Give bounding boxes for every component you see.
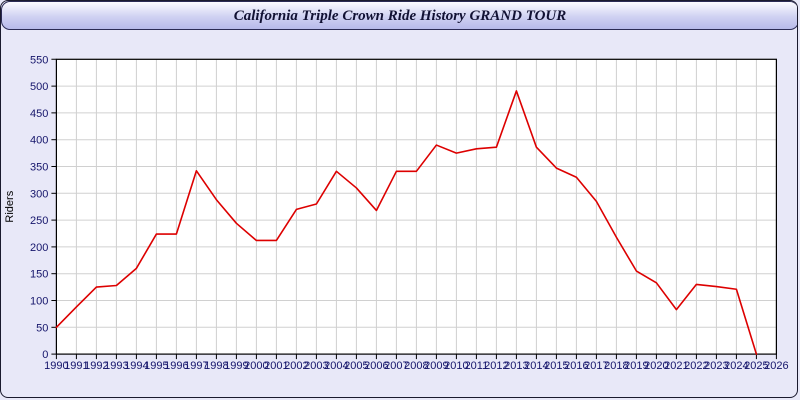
svg-text:Riders: Riders bbox=[4, 190, 16, 222]
svg-text:250: 250 bbox=[30, 215, 48, 227]
svg-text:400: 400 bbox=[30, 135, 48, 147]
svg-text:2026: 2026 bbox=[764, 360, 788, 372]
svg-text:500: 500 bbox=[30, 81, 48, 93]
svg-text:150: 150 bbox=[30, 269, 48, 281]
svg-text:350: 350 bbox=[30, 162, 48, 174]
svg-text:550: 550 bbox=[30, 54, 48, 66]
svg-text:450: 450 bbox=[30, 108, 48, 120]
svg-text:50: 50 bbox=[36, 322, 48, 334]
svg-text:100: 100 bbox=[30, 296, 48, 308]
svg-text:300: 300 bbox=[30, 188, 48, 200]
svg-text:200: 200 bbox=[30, 242, 48, 254]
